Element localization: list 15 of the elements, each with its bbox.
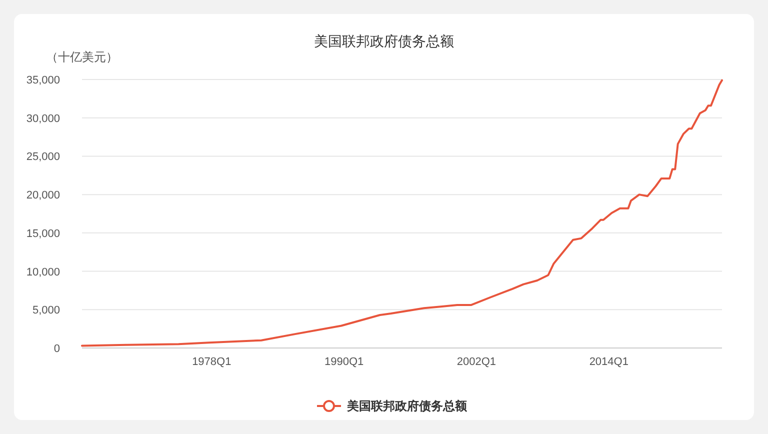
y-tick-label: 35,000: [26, 74, 60, 86]
y-tick-label: 20,000: [26, 190, 60, 202]
y-tick-label: 5,000: [32, 304, 60, 317]
y-tick-label: 30,000: [26, 112, 60, 125]
y-tick-label: 25,000: [26, 151, 60, 164]
x-tick-label: 1978Q1: [192, 356, 232, 368]
y-tick-label: 10,000: [26, 266, 60, 278]
x-tick-label: 2014Q1: [589, 356, 628, 368]
y-tick-label: 0: [54, 343, 60, 355]
x-tick-label: 2002Q1: [456, 356, 496, 368]
x-tick-label: 1990Q1: [324, 356, 364, 368]
legend-label: 美国联邦政府债务总额: [346, 399, 468, 413]
chart-title: 美国联邦政府债务总额: [314, 33, 454, 49]
y-axis-title: （十亿美元）: [46, 50, 118, 64]
y-tick-label: 15,000: [26, 228, 60, 240]
